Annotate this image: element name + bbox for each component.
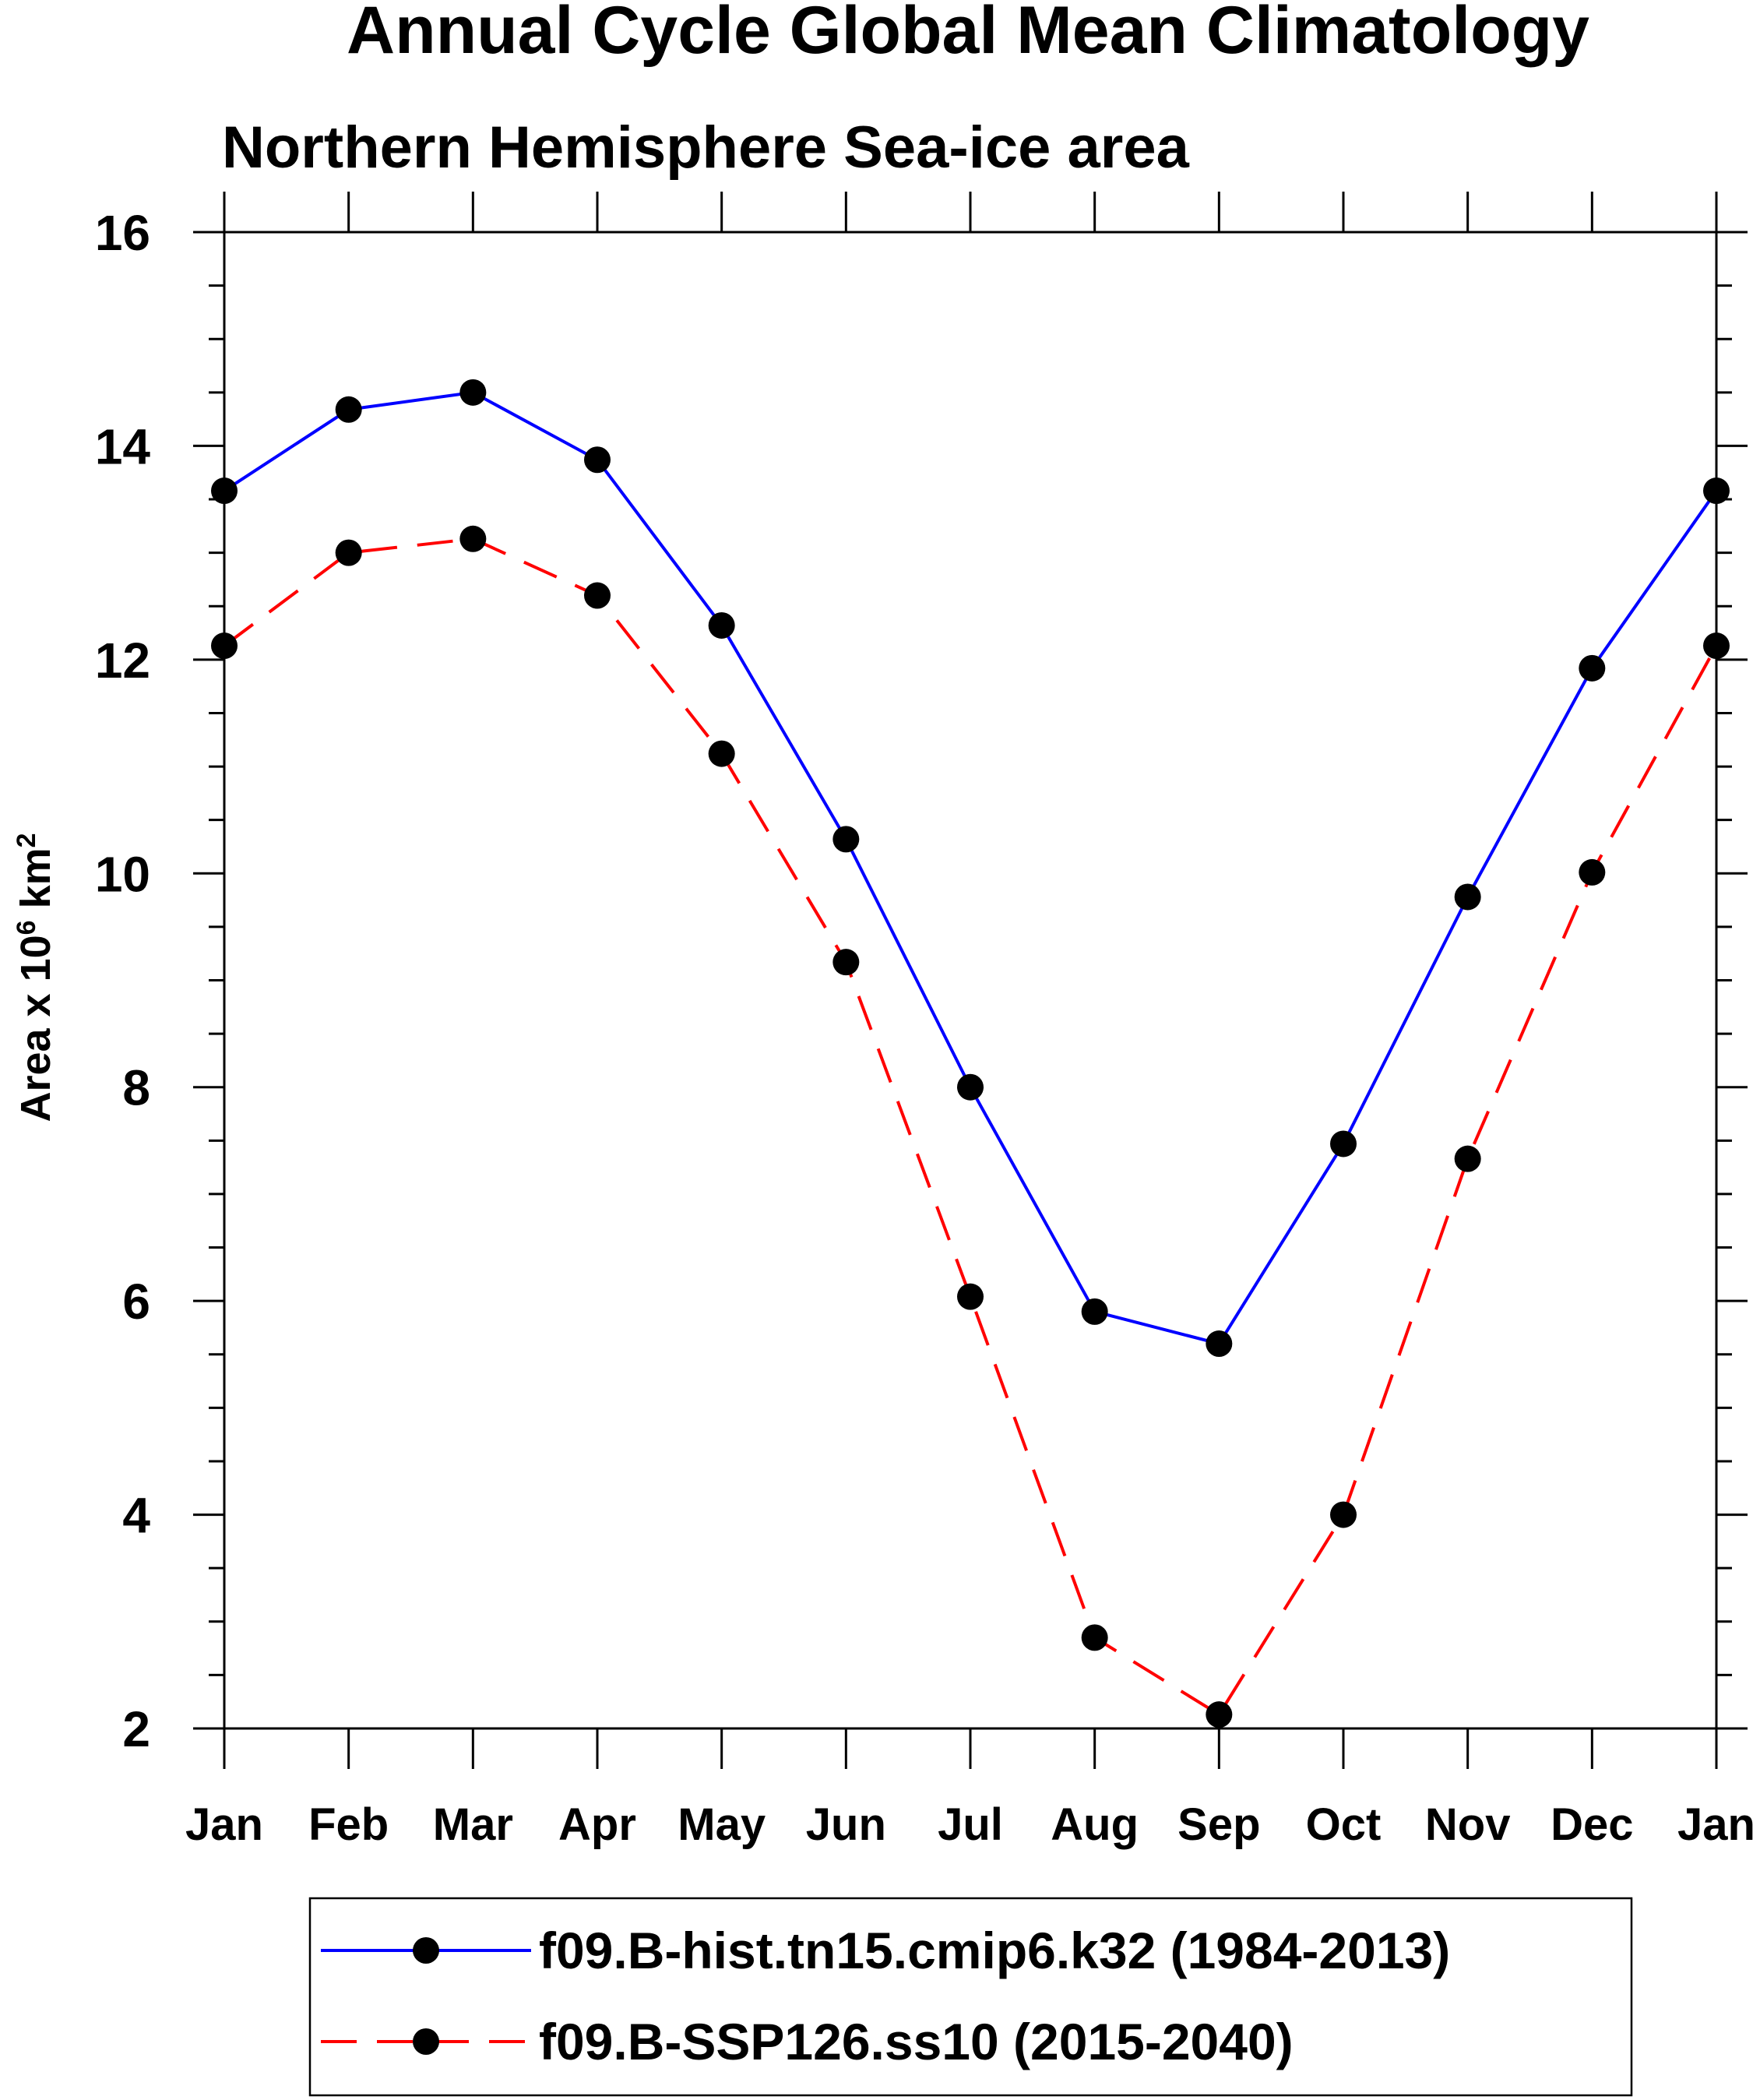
x-tick-label: Jun (806, 1799, 886, 1850)
data-point-hist (1703, 477, 1730, 505)
x-axis-ticks: Jan Feb Mar Apr May Jun Jul Aug Sep Oct Nov Dec Jan (185, 192, 1755, 1850)
data-point-ssp (957, 1283, 984, 1310)
data-point-hist (1081, 1298, 1108, 1325)
data-point-ssp (459, 525, 487, 552)
legend: f09.B-hist.tn15.cmip6.k32 (1984-2013) f0… (308, 1897, 1633, 2097)
data-point-hist (957, 1073, 984, 1101)
data-point-hist (832, 826, 860, 853)
data-point-hist (708, 611, 735, 639)
legend-box (308, 1897, 1633, 2097)
x-tick-label: Apr (558, 1799, 636, 1850)
x-tick-label: Mar (433, 1799, 513, 1850)
x-tick-label: Dec (1551, 1799, 1633, 1850)
y-tick-label: 16 (95, 205, 150, 261)
data-point-ssp (1081, 1624, 1108, 1651)
data-point-hist (459, 379, 487, 406)
legend-marker-ssp (413, 2028, 439, 2055)
x-tick-label: Jan (185, 1799, 263, 1850)
y-tick-label: 4 (122, 1488, 150, 1544)
data-point-hist (1330, 1130, 1357, 1157)
series-line-ssp (223, 537, 1718, 1717)
data-point-ssp (1703, 632, 1730, 660)
data-point-hist (1579, 654, 1606, 682)
data-point-ssp (335, 539, 362, 566)
legend-label-ssp: f09.B-SSP126.ss10 (2015-2040) (539, 2013, 1294, 2070)
chart-subtitle: Northern Hemisphere Sea-ice area (222, 115, 1190, 181)
legend-marker-hist (413, 1937, 439, 1964)
plot-series (211, 379, 1730, 1728)
data-point-hist (1206, 1330, 1233, 1358)
data-point-hist (1454, 883, 1481, 911)
data-point-ssp (211, 632, 238, 660)
y-tick-label: 10 (95, 846, 150, 902)
y-axis-label-unit-exp: 2 (12, 833, 41, 847)
data-point-ssp (1579, 858, 1606, 886)
y-axis-label-unit: km (12, 847, 59, 920)
chart-title: Annual Cycle Global Mean Climatology (347, 0, 1589, 68)
data-point-ssp (1330, 1501, 1357, 1528)
x-tick-label: Aug (1051, 1799, 1139, 1850)
y-axis-label-base: Area x 10 (12, 935, 59, 1122)
y-axis-label: Area x 106 km2 (12, 833, 59, 1122)
x-tick-label: May (678, 1799, 766, 1850)
y-tick-label: 12 (95, 632, 150, 689)
series-line-hist (223, 390, 1718, 1346)
x-tick-label: Oct (1306, 1799, 1382, 1850)
data-point-hist (335, 396, 362, 423)
y-tick-label: 8 (122, 1060, 150, 1116)
y-axis-label-exp: 6 (12, 920, 41, 935)
x-tick-label: Feb (308, 1799, 389, 1850)
data-point-ssp (1206, 1701, 1233, 1728)
y-tick-label: 14 (95, 418, 151, 474)
x-tick-label: Jul (938, 1799, 1003, 1850)
x-tick-label: Sep (1177, 1799, 1260, 1850)
data-point-ssp (1454, 1145, 1481, 1172)
data-point-ssp (584, 582, 611, 609)
plot-frame (223, 231, 1718, 1730)
data-point-ssp (708, 740, 735, 767)
y-axis-ticks: 2 4 6 8 10 12 14 16 (95, 205, 1748, 1757)
data-point-ssp (832, 949, 860, 976)
y-tick-label: 2 (122, 1701, 150, 1757)
x-tick-label: Jan (1677, 1799, 1755, 1850)
y-tick-label: 6 (122, 1274, 150, 1330)
legend-label-hist: f09.B-hist.tn15.cmip6.k32 (1984-2013) (539, 1922, 1450, 1979)
data-point-hist (211, 477, 238, 505)
x-tick-label: Nov (1425, 1799, 1511, 1850)
data-point-hist (584, 446, 611, 474)
